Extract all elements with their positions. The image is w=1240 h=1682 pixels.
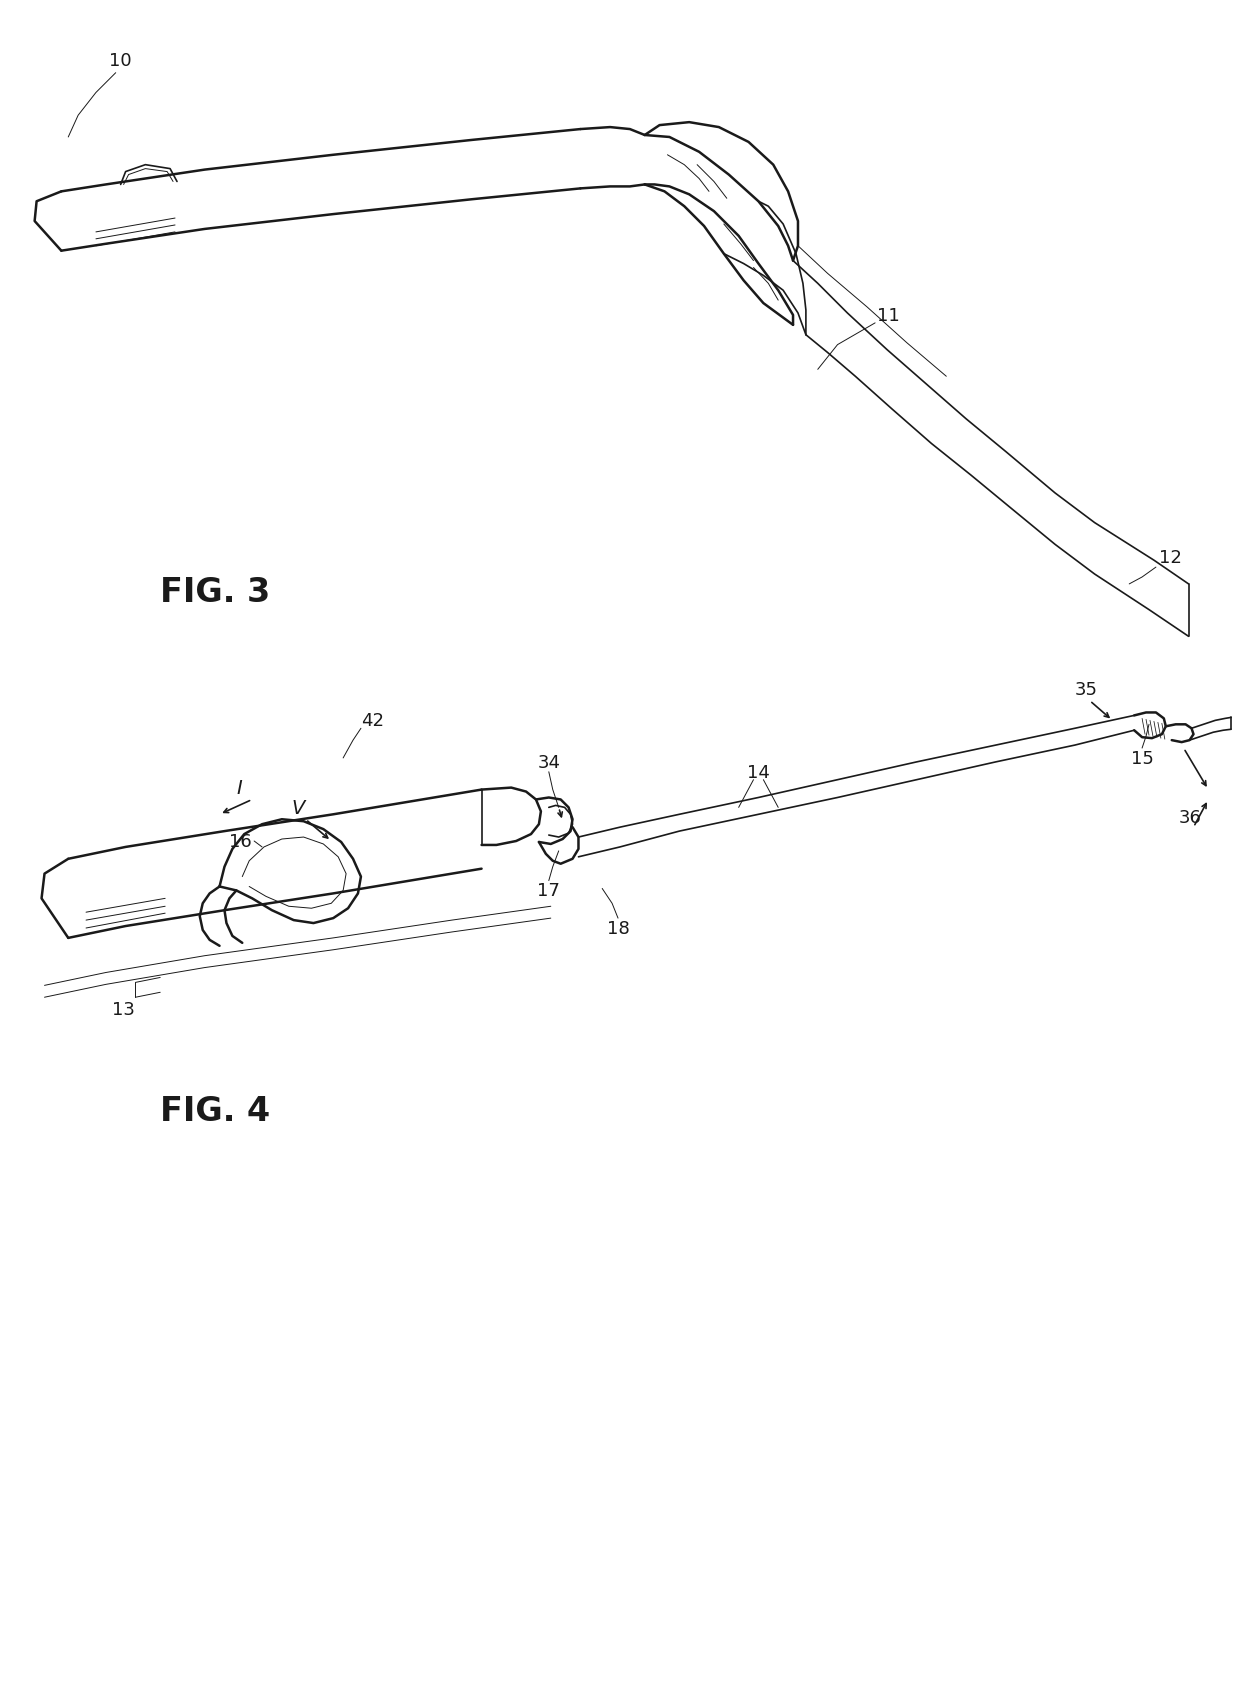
- Text: FIG. 3: FIG. 3: [160, 575, 270, 609]
- Text: 15: 15: [1131, 750, 1153, 767]
- Text: 35: 35: [1075, 680, 1097, 698]
- Text: 14: 14: [746, 764, 770, 782]
- Text: 16: 16: [229, 833, 252, 851]
- Text: 18: 18: [606, 920, 630, 937]
- Text: V: V: [291, 799, 305, 817]
- Text: 11: 11: [877, 306, 900, 325]
- Text: I: I: [237, 779, 242, 797]
- Text: 10: 10: [109, 52, 131, 69]
- Text: 42: 42: [361, 711, 384, 730]
- Text: 34: 34: [537, 754, 560, 772]
- Text: FIG. 4: FIG. 4: [160, 1095, 270, 1127]
- Text: 17: 17: [537, 881, 560, 900]
- Text: 36: 36: [1179, 809, 1202, 828]
- Text: 12: 12: [1159, 548, 1182, 567]
- Text: 13: 13: [112, 1001, 135, 1019]
